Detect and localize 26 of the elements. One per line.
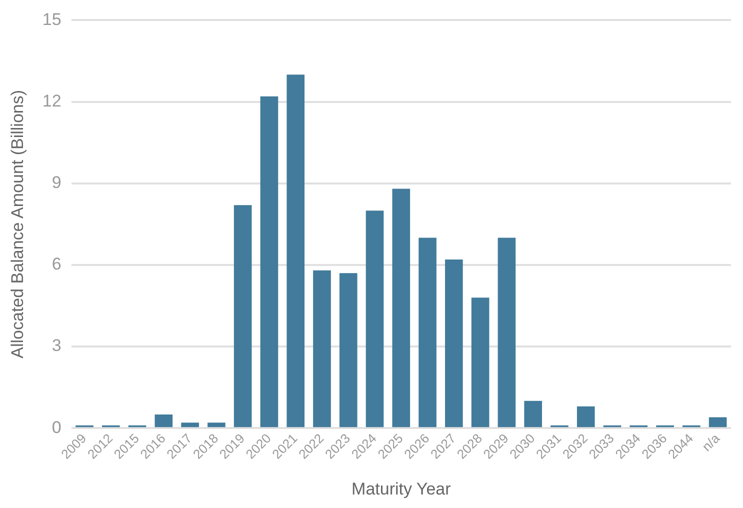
y-tick-label: 0 xyxy=(52,418,62,437)
bar xyxy=(181,422,199,428)
bar xyxy=(445,260,463,428)
bar xyxy=(234,205,252,428)
y-tick-label: 3 xyxy=(52,336,62,356)
y-tick-label: 6 xyxy=(52,254,62,274)
bar xyxy=(392,188,410,428)
bar xyxy=(418,238,436,428)
y-tick-label: 12 xyxy=(42,91,62,110)
y-axis-title: Allocated Balance Amount (Billions) xyxy=(8,90,27,358)
x-tick-label: n/a xyxy=(699,430,723,454)
bar xyxy=(286,74,305,428)
bar xyxy=(498,238,516,428)
bar xyxy=(260,96,278,428)
bar xyxy=(366,210,384,428)
y-tick-label: 15 xyxy=(42,10,62,29)
bar xyxy=(708,417,727,428)
bar xyxy=(576,406,595,428)
bar xyxy=(471,298,490,428)
y-tick-label: 9 xyxy=(52,173,62,192)
x-axis-title: Maturity Year xyxy=(352,479,452,498)
bar xyxy=(208,422,226,428)
bar xyxy=(524,400,542,428)
bar xyxy=(313,270,331,428)
bar xyxy=(339,273,358,428)
bar xyxy=(154,414,173,428)
